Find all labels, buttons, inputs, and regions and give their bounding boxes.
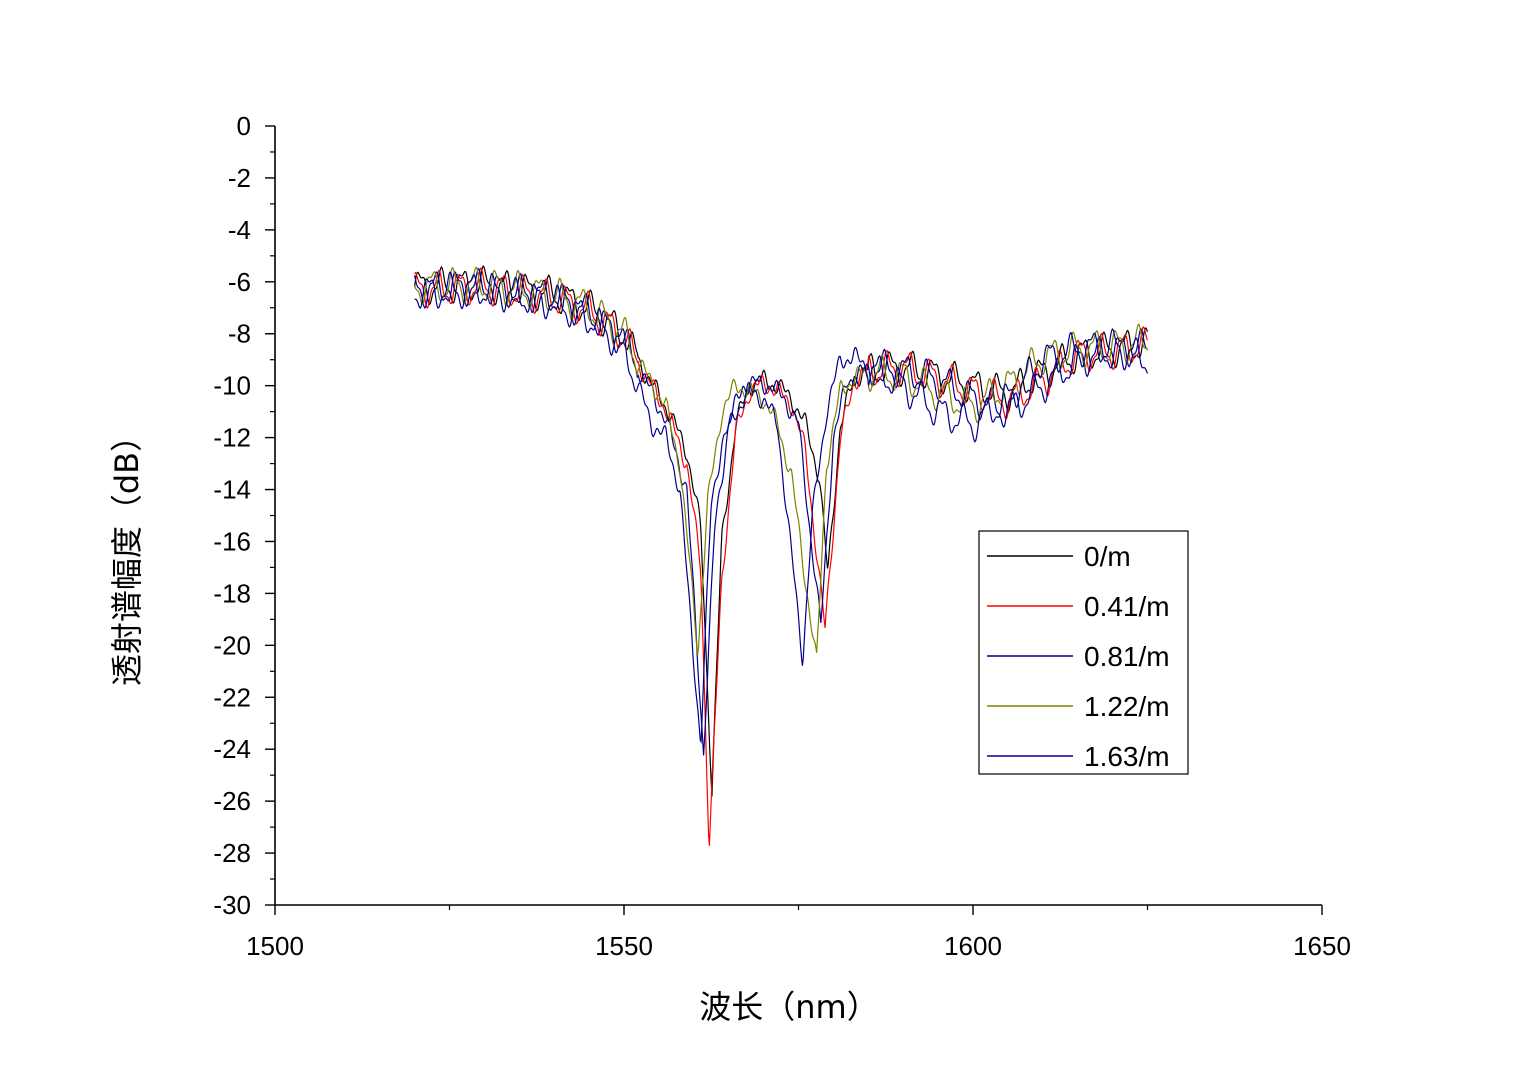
y-tick-label: -24 (213, 734, 251, 764)
series-line-0 (414, 265, 1149, 797)
legend-entry-label: 1.22/m (1084, 691, 1170, 722)
axes (274, 126, 1322, 906)
y-tick-label: -18 (213, 578, 251, 608)
x-tick-label: 1650 (1293, 931, 1351, 961)
legend-entry-label: 0/m (1084, 541, 1131, 572)
y-tick-label: -6 (228, 267, 251, 297)
y-tick-label: -22 (213, 682, 251, 712)
y-tick-label: -14 (213, 475, 251, 505)
y-tick-label: -4 (228, 215, 251, 245)
x-tick-label: 1600 (944, 931, 1002, 961)
legend-entry-label: 1.63/m (1084, 741, 1170, 772)
y-tick-label: -20 (213, 630, 251, 660)
series-line-1 (414, 267, 1149, 846)
y-tick-label: -8 (228, 319, 251, 349)
legend-entry-label: 0.81/m (1084, 641, 1170, 672)
series-line-4 (414, 271, 1149, 744)
x-axis-ticks: 1500 1550 1600 1650 (246, 905, 1351, 961)
y-axis-title: 透射谱幅度（dB） (108, 420, 146, 686)
legend-entry-label: 0.41/m (1084, 591, 1170, 622)
legend-box (978, 530, 1189, 775)
y-tick-label: -12 (213, 423, 251, 453)
y-tick-label: -2 (228, 163, 251, 193)
y-tick-label: -26 (213, 786, 251, 816)
y-tick-label: -10 (213, 371, 251, 401)
series-lines (414, 265, 1149, 846)
y-axis-ticks: 0 -2 -4 -6 -8 -10 -12 -14 -16 -18 -20 -22 -24 -26 -28 -… (213, 111, 275, 920)
x-tick-label: 1550 (595, 931, 653, 961)
y-tick-label: -28 (213, 838, 251, 868)
y-tick-label: -16 (213, 526, 251, 556)
x-axis-title: 波长（nm） (699, 988, 878, 1026)
x-tick-label: 1500 (246, 931, 304, 961)
y-tick-label: -30 (213, 890, 251, 920)
legend: 0/m 0.41/m 0.81/m 1.22/m 1.63/m (978, 530, 1189, 775)
y-tick-label: 0 (237, 111, 251, 141)
